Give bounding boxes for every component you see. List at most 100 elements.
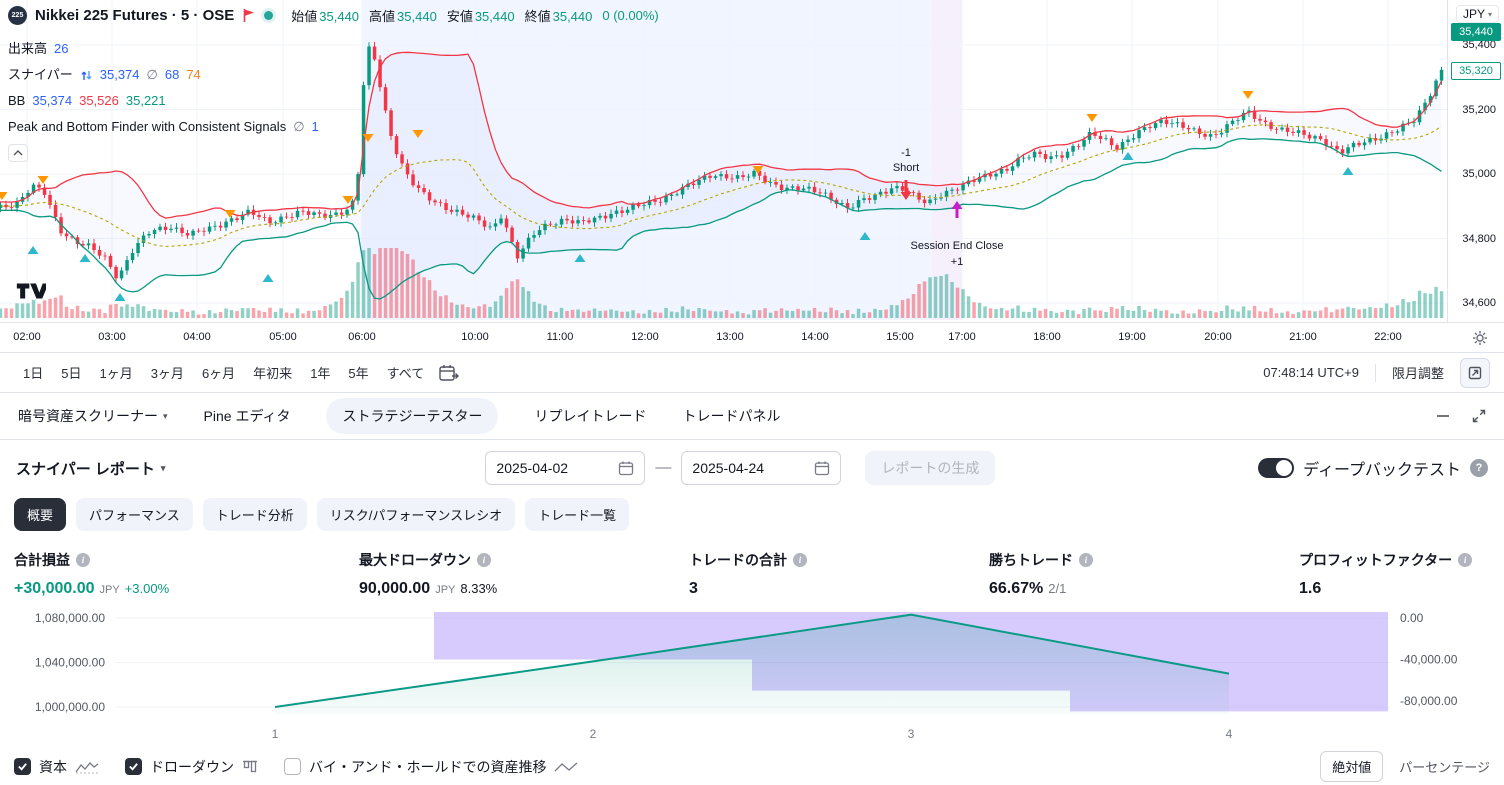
range-toolbar: 1日 5日 1ヶ月 3ヶ月 6ヶ月 年初来 1年 5年 すべて 07:48:14… (0, 352, 1504, 392)
buy-hold-checkbox[interactable]: バイ・アンド・ホールドでの資産推移 (284, 757, 578, 777)
help-icon[interactable]: ? (1470, 459, 1488, 477)
price-axis[interactable]: JPY ▾ 35,400 35,200 35,000 34,800 34,600 35,4… (1447, 0, 1504, 322)
checkbox-checked[interactable] (14, 758, 31, 775)
time-tick-label: 06:00 (348, 331, 376, 343)
calendar-icon[interactable] (618, 460, 634, 476)
range-1d[interactable]: 1日 (23, 366, 44, 381)
time-tick-label: 11:00 (546, 331, 574, 343)
contract-adjust-button[interactable]: 限月調整 (1391, 366, 1444, 381)
price-chart-panel: -1 Short Session End Close +1 225 Nikkei 22… (0, 0, 1504, 352)
info-icon[interactable]: i (793, 553, 807, 567)
calendar-icon[interactable] (814, 460, 830, 476)
metric-unit: JPY (435, 584, 456, 596)
equity-chart[interactable]: 1,080,000.00 1,040,000.00 1,000,000.00 0.00… (0, 602, 1504, 746)
result-tabs: 概要 パフォーマンス トレード分析 リスク/パフォーマンスレシオ トレード一覧 (0, 498, 1504, 531)
buy-hold-label: バイ・アンド・ホールドでの資産推移 (309, 758, 547, 775)
restore-pane-button[interactable] (1460, 357, 1490, 388)
buy-hold-line-icon (554, 762, 578, 771)
tab-overview[interactable]: 概要 (14, 498, 67, 531)
tab-performance[interactable]: パフォーマンス (76, 498, 193, 531)
info-icon[interactable]: i (76, 553, 90, 567)
tab-trade-analysis[interactable]: トレード分析 (202, 498, 307, 531)
chevron-down-icon: ▾ (160, 462, 166, 473)
drawdown-checkbox[interactable]: ドローダウン (125, 757, 258, 777)
legend-volume[interactable]: 出来高 26 (8, 36, 319, 62)
time-tick-label: 21:00 (1289, 331, 1317, 343)
range-ytd[interactable]: 年初来 (253, 366, 293, 381)
date-to-value: 2025-04-24 (692, 460, 765, 476)
date-to-input[interactable]: 2025-04-24 (681, 451, 842, 485)
metric-net-profit: 合計損益 i +30,000.00 JPY +3.00% (14, 550, 359, 598)
time-tick-label: 10:00 (461, 331, 489, 343)
metric-value: 1.6 (1299, 580, 1322, 597)
deep-backtest-toggle[interactable] (1258, 458, 1295, 478)
flag-icon[interactable] (242, 8, 256, 23)
absolute-toggle[interactable]: 絶対値 (1320, 751, 1384, 782)
gear-icon[interactable] (1472, 330, 1488, 346)
range-all[interactable]: すべて (386, 366, 425, 381)
bottom-panel-tabs: 暗号資産スクリーナー ▾ Pine エディタ ストラテジーテスター リプレイトレ… (0, 392, 1504, 440)
legend-collapse-button[interactable] (8, 144, 28, 162)
tab-strategy-tester[interactable]: ストラテジーテスター (326, 398, 499, 434)
bb-basis-value: 35,374 (32, 93, 73, 108)
info-icon[interactable]: i (477, 553, 491, 567)
checkbox-checked[interactable] (125, 758, 142, 775)
tab-replay-trading[interactable]: リプレイトレード (534, 408, 647, 424)
sniper-empty: ∅ (146, 67, 158, 82)
capital-checkbox[interactable]: 資本 (14, 757, 99, 777)
symbol-title[interactable]: Nikkei 225 Futures · 5 · OSE (35, 7, 235, 24)
svg-text:1,080,000.00: 1,080,000.00 (35, 611, 105, 625)
sniper-v1: 68 (164, 67, 180, 82)
svg-text:+1: +1 (951, 256, 964, 268)
tab-trade-panel[interactable]: トレードパネル (682, 408, 781, 424)
report-selector[interactable]: スナイパー レポート ▾ (16, 458, 165, 479)
goto-date-icon[interactable] (439, 364, 460, 382)
range-5y[interactable]: 5年 (348, 366, 369, 381)
range-6m[interactable]: 6ヶ月 (201, 366, 236, 381)
tab-label: 暗号資産スクリーナー (18, 408, 158, 424)
drawdown-label: ドローダウン (150, 758, 234, 775)
time-tick-label: 17:00 (948, 331, 976, 343)
candlestick-chart[interactable]: -1 Short Session End Close +1 (0, 0, 1447, 352)
checkbox-unchecked[interactable] (284, 758, 301, 775)
pbf-value: 1 (311, 119, 319, 134)
info-icon[interactable]: i (1079, 553, 1093, 567)
metric-unit: JPY (99, 584, 120, 596)
report-bar: スナイパー レポート ▾ 2025-04-02 — 2025-04-24 レポー… (0, 440, 1504, 496)
metric-max-drawdown: 最大ドローダウン i 90,000.00 JPY 8.33% (359, 550, 689, 598)
sniper-label: スナイパー (8, 67, 73, 82)
tab-crypto-screener[interactable]: 暗号資産スクリーナー ▾ (18, 406, 168, 426)
time-axis[interactable]: 02:00 03:00 04:00 05:00 06:00 10:00 11:00 12:00… (0, 322, 1504, 352)
legend-bb[interactable]: BB 35,374 35,526 35,221 (8, 88, 319, 114)
bb-label: BB (8, 93, 26, 108)
info-icon[interactable]: i (1458, 553, 1473, 567)
svg-text:-80,000.00: -80,000.00 (1400, 694, 1458, 708)
range-1m[interactable]: 1ヶ月 (99, 366, 133, 381)
tab-risk-ratios[interactable]: リスク/パフォーマンスレシオ (316, 498, 516, 531)
time-tick-label: 18:00 (1033, 331, 1061, 343)
tab-pine-editor[interactable]: Pine エディタ (203, 408, 291, 424)
generate-report-button[interactable]: レポートの生成 (865, 451, 996, 485)
chevron-down-icon: ▾ (1487, 9, 1492, 19)
time-tick-label: 19:00 (1118, 331, 1146, 343)
percentage-toggle[interactable]: パーセンテージ (1399, 760, 1490, 775)
countdown-price-box: 35,320 (1451, 62, 1501, 80)
legend-peak-bottom-finder[interactable]: Peak and Bottom Finder with Consistent S… (8, 114, 319, 140)
range-3m[interactable]: 3ヶ月 (150, 366, 184, 381)
pbf-empty: ∅ (293, 119, 305, 134)
range-5d[interactable]: 5日 (61, 366, 82, 381)
minimize-panel-icon[interactable] (1436, 409, 1450, 423)
maximize-panel-icon[interactable] (1472, 409, 1486, 423)
svg-text:2: 2 (590, 727, 597, 741)
date-from-input[interactable]: 2025-04-02 (485, 451, 646, 485)
tab-trade-list[interactable]: トレード一覧 (525, 498, 630, 531)
clock-text[interactable]: 07:48:14 UTC+9 (1263, 365, 1359, 380)
legend-sniper[interactable]: スナイパー 35,374 ∅ 68 74 (8, 62, 319, 88)
equity-controls: 資本 ドローダウン バイ・アンド・ホールドでの資産推移 絶対値 パーセンテージ (0, 748, 1504, 785)
currency-button[interactable]: JPY ▾ (1455, 5, 1499, 23)
svg-text:-40,000.00: -40,000.00 (1400, 653, 1458, 667)
metric-sub: 2/1 (1048, 581, 1067, 596)
tradingview-logo[interactable] (16, 282, 49, 305)
range-1y[interactable]: 1年 (310, 366, 331, 381)
metrics-row: 合計損益 i +30,000.00 JPY +3.00% 最大ドローダウン i 90,0… (0, 544, 1504, 598)
